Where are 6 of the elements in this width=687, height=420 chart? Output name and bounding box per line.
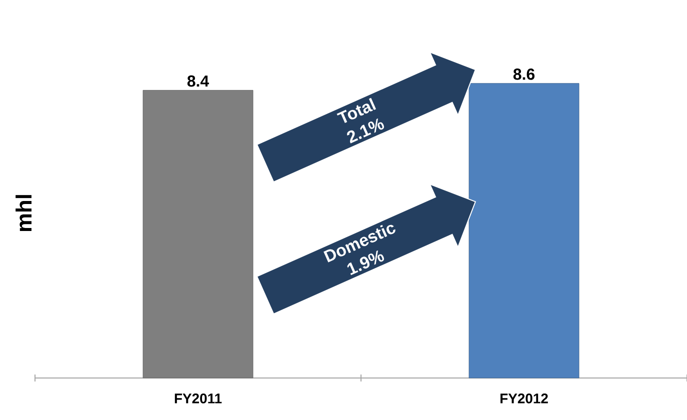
annotation: Total 2.1% bbox=[336, 98, 384, 144]
y-axis-title: mhl bbox=[16, 195, 32, 232]
data-label: 8.6 bbox=[513, 68, 534, 80]
data-label: 8.4 bbox=[187, 75, 209, 87]
x-tick-label: FY2011 bbox=[174, 394, 222, 404]
x-tick-label: FY2012 bbox=[500, 394, 548, 404]
